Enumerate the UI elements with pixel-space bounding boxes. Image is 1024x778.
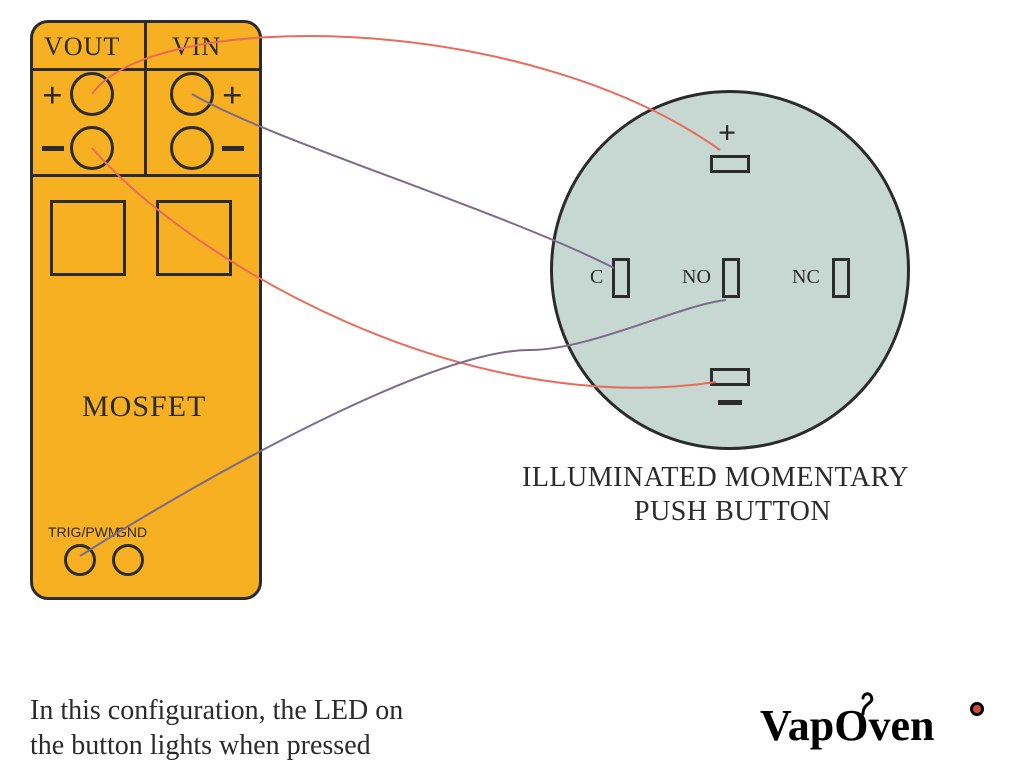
mosfet-square-right xyxy=(156,200,232,276)
vout-minus-sign xyxy=(42,146,64,151)
button-plus-sign: + xyxy=(718,114,736,151)
button-nc-terminal xyxy=(832,258,850,298)
button-no-terminal xyxy=(722,258,740,298)
caption-line1: In this configuration, the LED on xyxy=(30,695,403,727)
mosfet-center-divider xyxy=(144,22,147,174)
button-minus-sign xyxy=(718,400,742,405)
button-c-terminal xyxy=(612,258,630,298)
button-c-label: C xyxy=(590,266,603,289)
button-minus-terminal xyxy=(710,368,750,386)
vout-plus-sign: + xyxy=(42,74,63,116)
vin-minus-sign xyxy=(222,146,244,151)
gnd-label: GND xyxy=(116,524,147,540)
vin-plus-terminal xyxy=(170,72,214,116)
button-plus-terminal xyxy=(710,155,750,173)
gnd-terminal xyxy=(112,544,144,576)
button-no-label: NO xyxy=(682,266,711,289)
trig-label: TRIG/PWM xyxy=(48,524,120,540)
trig-terminal xyxy=(64,544,96,576)
vin-plus-sign: + xyxy=(222,74,243,116)
vout-plus-terminal xyxy=(70,72,114,116)
caption-line2: the button lights when pressed xyxy=(30,730,371,762)
button-title-line1: ILLUMINATED MOMENTARY xyxy=(522,462,909,494)
logo-degree-icon xyxy=(970,702,984,716)
vin-minus-terminal xyxy=(170,126,214,170)
button-nc-label: NC xyxy=(792,266,820,289)
logo-swirl-icon xyxy=(853,688,883,718)
mosfet-name-label: MOSFET xyxy=(82,390,206,424)
vapoven-logo: VapOven xyxy=(760,700,934,751)
mosfet-square-left xyxy=(50,200,126,276)
mosfet-mid-divider xyxy=(30,174,262,177)
vin-label: VIN xyxy=(172,32,221,62)
logo-vap: Vap xyxy=(760,701,834,750)
button-title-line2: PUSH BUTTON xyxy=(634,496,831,528)
vout-minus-terminal xyxy=(70,126,114,170)
vout-label: VOUT xyxy=(44,32,120,62)
